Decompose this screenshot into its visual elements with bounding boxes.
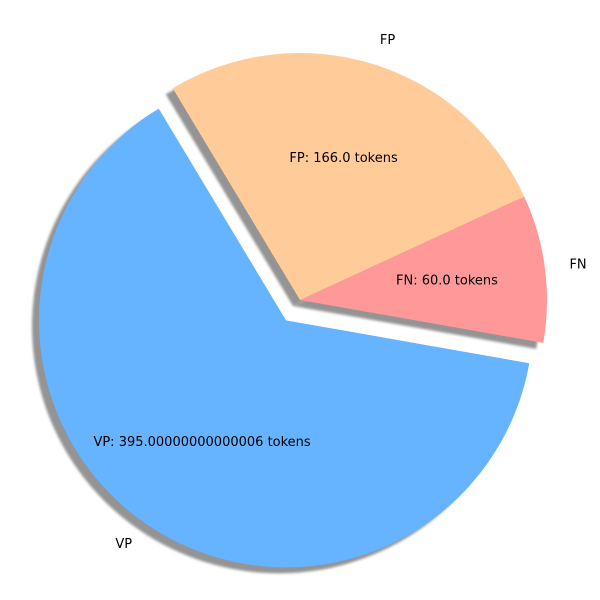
slice-value-label-vp: VP: 395.00000000000006 tokens [93, 435, 310, 450]
pie-slice-layer [39, 52, 547, 568]
slice-label-fp: FP [380, 33, 395, 48]
pie-slice-fp [172, 52, 525, 300]
slice-label-fn: FN [569, 258, 586, 273]
slice-label-vp: VP [115, 537, 132, 552]
slice-value-label-fp: FP: 166.0 tokens [289, 151, 398, 166]
slice-value-label-fn: FN: 60.0 tokens [396, 273, 498, 288]
pie-slice-fn [300, 196, 547, 343]
pie-label-layer: FN FN: 60.0 tokens FP FP: 166.0 tokens VP VP:… [93, 33, 586, 552]
pie-slice-vp [39, 108, 530, 568]
